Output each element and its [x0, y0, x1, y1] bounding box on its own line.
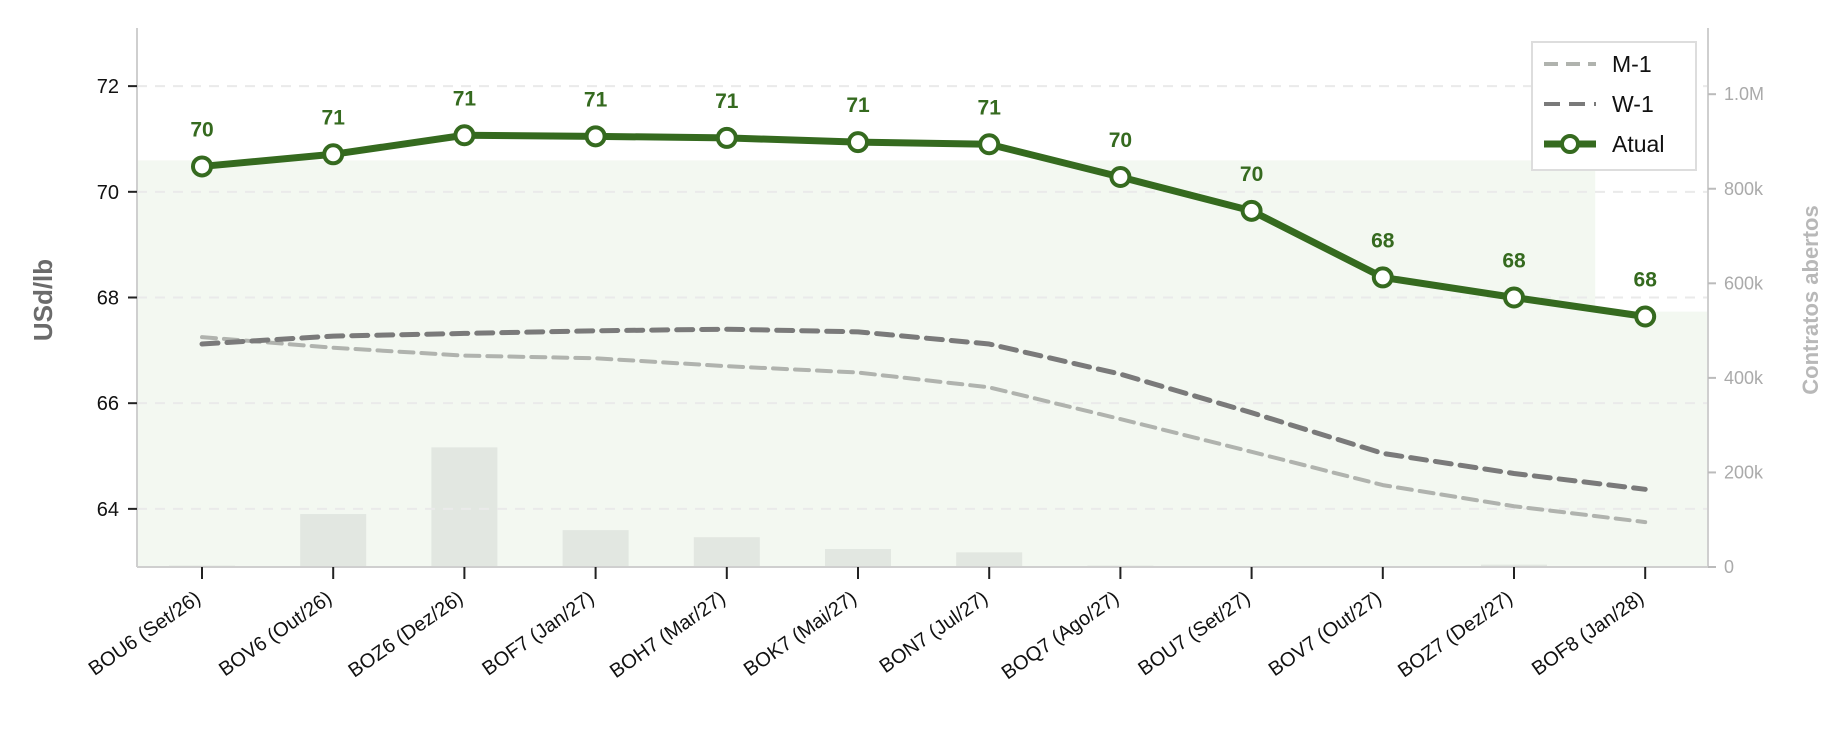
x-tick-label: BOV7 (Out/27)	[1265, 587, 1386, 681]
y-axis-label: USd/lb	[28, 259, 58, 341]
data-label: 70	[190, 118, 213, 141]
atual-marker	[1109, 166, 1132, 189]
atual-marker	[322, 143, 345, 166]
x-tick-label: BOF7 (Jan/27)	[478, 587, 598, 680]
series-layer	[191, 124, 1657, 525]
volume-bar	[562, 530, 629, 567]
x-tick-label: BOU6 (Set/26)	[85, 587, 205, 680]
volume-bar	[693, 537, 760, 567]
data-label: 71	[584, 88, 608, 111]
atual-marker	[1240, 199, 1263, 222]
legend-w1-label: W-1	[1612, 91, 1654, 117]
data-label: 71	[846, 94, 870, 117]
data-label: 70	[1240, 163, 1263, 186]
data-label: 71	[978, 96, 1002, 119]
gridlines-layer	[137, 85, 1708, 510]
x-tick-label: BOU7 (Set/27)	[1134, 587, 1254, 680]
atual-marker	[715, 126, 738, 149]
series-line-atual	[198, 131, 1649, 321]
x-tick-label: BOF8 (Jan/28)	[1528, 587, 1648, 680]
series-line-m-1	[200, 335, 1648, 525]
legend: M-1 W-1 Atual	[1531, 41, 1697, 171]
data-label: 68	[1634, 269, 1658, 292]
open-interest-layer	[137, 160, 1708, 567]
y2-tick-label: 1.0M	[1724, 84, 1764, 104]
atual-marker	[1634, 305, 1657, 328]
x-tick-label: BOZ6 (Dez/26)	[344, 587, 467, 682]
data-label: 68	[1371, 229, 1395, 252]
atual-marker	[584, 125, 607, 148]
volume-bar	[431, 447, 498, 567]
legend-atual-label: Atual	[1612, 131, 1664, 157]
atual-marker	[978, 133, 1001, 156]
data-label: 70	[1109, 129, 1132, 152]
volume-bars-layer	[169, 447, 1679, 567]
atual-marker	[191, 155, 213, 178]
atual-marker	[847, 131, 869, 154]
atual-marker	[453, 124, 476, 147]
y2-axis-label: Contratos abertos	[1798, 205, 1823, 394]
x-tick-label: BOK7 (Mai/27)	[740, 587, 861, 681]
x-tick-label: BOZ7 (Dez/27)	[1394, 587, 1517, 682]
volume-bar	[1481, 564, 1547, 567]
volume-bar	[300, 514, 367, 567]
legend-atual-marker	[1560, 134, 1580, 154]
volume-bar	[825, 549, 891, 567]
data-labels-layer: 70 71 71 71 71 71 71 70 70 68 68 68	[190, 87, 1657, 291]
data-label: 68	[1502, 250, 1526, 273]
x-tick-label: BOQ7 (Ago/27)	[998, 587, 1124, 684]
atual-marker	[1503, 286, 1525, 309]
x-tick-label: BOV6 (Out/26)	[215, 587, 336, 681]
y-tick-label: 70	[97, 182, 119, 204]
data-label: 71	[453, 87, 477, 110]
data-label: 71	[715, 90, 739, 113]
y2-tick-label: 400k	[1724, 368, 1764, 388]
series-line-w-1	[199, 326, 1648, 492]
y2-tick-label: 800k	[1724, 179, 1764, 199]
y-tick-label: 72	[97, 76, 119, 98]
y-tick-label: 64	[97, 499, 119, 521]
y2-tick-label: 0	[1724, 557, 1734, 577]
x-tick-label: BON7 (Jul/27)	[876, 587, 992, 678]
atual-marker	[1371, 266, 1394, 289]
y2-tick-label: 600k	[1724, 273, 1764, 293]
y-tick-label: 68	[97, 288, 119, 310]
x-tick-label: BOH7 (Mar/27)	[606, 587, 730, 683]
y2-tick-label: 200k	[1724, 462, 1764, 482]
data-label: 71	[322, 106, 346, 129]
volume-bar	[956, 552, 1023, 567]
legend-m1-label: M-1	[1612, 51, 1652, 77]
y-tick-label: 66	[97, 393, 119, 415]
open-interest-area	[137, 160, 1708, 567]
